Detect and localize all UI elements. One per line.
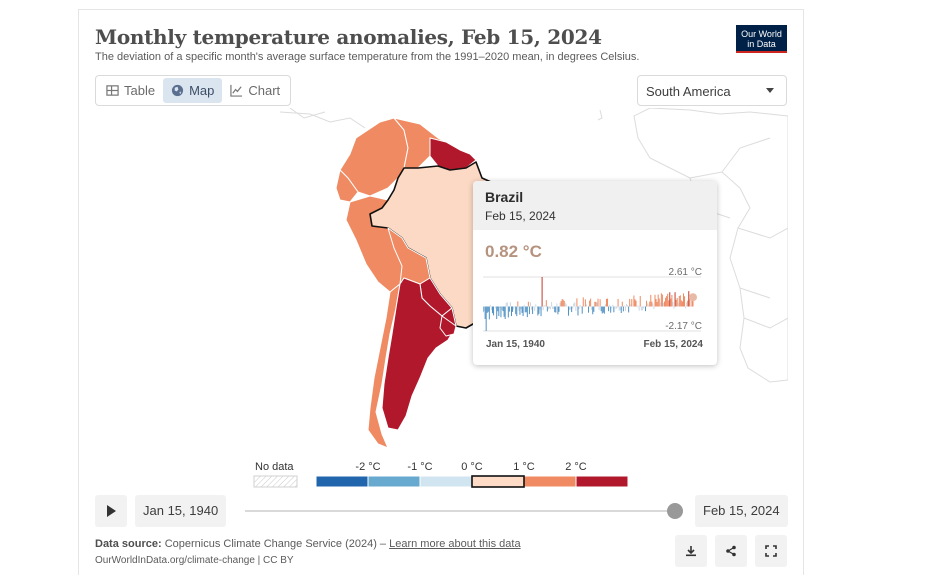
- logo-line-2: in Data: [747, 39, 776, 49]
- legend-tick-label: -1 °C: [407, 461, 432, 473]
- source-text: Copernicus Climate Change Service (2024)…: [164, 538, 387, 550]
- legend-tick-label: 1 °C: [513, 461, 535, 473]
- country-uruguay[interactable]: [439, 315, 457, 337]
- tooltip-date: Feb 15, 2024: [485, 209, 556, 223]
- fullscreen-button[interactable]: [755, 535, 787, 567]
- tooltip-header: Brazil Feb 15, 2024: [473, 181, 717, 230]
- legend-tick-label: 0 °C: [461, 461, 483, 473]
- country-tooltip: Brazil Feb 15, 2024 0.82 °C 2.61 °C -2.1…: [473, 181, 717, 365]
- legend-bin[interactable]: [523, 475, 577, 488]
- sparkline-max-label: 2.61 °C: [668, 267, 702, 278]
- learn-more-link[interactable]: Learn more about this data: [389, 538, 521, 550]
- tab-map[interactable]: Map: [163, 78, 223, 103]
- sparkline-current-point: [689, 293, 697, 302]
- source-prefix: Data source:: [95, 538, 162, 550]
- view-tabs: Table Map Chart: [95, 75, 292, 106]
- tab-map-label: Map: [189, 83, 215, 98]
- sparkline-end-label: Feb 15, 2024: [643, 339, 703, 350]
- legend-no-data-label: No data: [255, 461, 294, 473]
- legend-tick-label: -2 °C: [355, 461, 380, 473]
- source-url: OurWorldInData.org/climate-change | CC B…: [95, 555, 294, 566]
- chevron-down-icon: [766, 88, 774, 93]
- fullscreen-icon: [765, 545, 777, 557]
- legend-tick-label: 2 °C: [565, 461, 587, 473]
- country-venezuela[interactable]: [393, 117, 447, 169]
- legend-bin[interactable]: [367, 475, 421, 488]
- share-button[interactable]: [715, 535, 747, 567]
- legend-no-data-swatch: [253, 475, 298, 488]
- share-icon: [726, 545, 736, 557]
- tab-table[interactable]: Table: [98, 78, 163, 103]
- sparkline: [483, 276, 701, 332]
- country-argentina[interactable]: [381, 277, 457, 431]
- tooltip-value: 0.82 °C: [485, 242, 542, 261]
- sparkline-start-label: Jan 15, 1940: [486, 339, 545, 350]
- legend-bin[interactable]: [419, 475, 473, 488]
- timeline-start-button[interactable]: Jan 15, 1940: [135, 495, 227, 527]
- logo-line-1: Our World: [741, 29, 782, 39]
- owid-logo[interactable]: Our World in Data: [736, 25, 787, 53]
- legend-bin-highlight: [471, 475, 525, 488]
- color-legend: No data -2 °C -1 °C 0 °C 1 °C 2 °C: [253, 461, 629, 488]
- chart-title: Monthly temperature anomalies, Feb 15, 2…: [95, 25, 602, 49]
- tab-chart[interactable]: Chart: [222, 78, 288, 103]
- play-button[interactable]: [95, 495, 127, 527]
- download-icon: [686, 546, 696, 557]
- region-select-value: South America: [646, 84, 731, 99]
- timeline-end-button[interactable]: Feb 15, 2024: [695, 495, 788, 527]
- table-icon: [106, 85, 119, 96]
- chart-subtitle: The deviation of a specific month's aver…: [95, 51, 640, 63]
- timeline-slider[interactable]: [245, 510, 675, 512]
- country-chile[interactable]: [367, 283, 401, 449]
- region-select[interactable]: South America: [637, 75, 787, 106]
- legend-bin[interactable]: [315, 475, 369, 488]
- tab-table-label: Table: [124, 83, 156, 98]
- tab-chart-label: Chart: [248, 83, 281, 98]
- line-chart-icon: [230, 84, 243, 97]
- tooltip-country: Brazil: [485, 189, 524, 205]
- timeline-handle[interactable]: [667, 503, 683, 519]
- download-button[interactable]: [675, 535, 707, 567]
- globe-icon: [172, 84, 184, 97]
- legend-bin[interactable]: [471, 475, 525, 488]
- legend-bin[interactable]: [575, 475, 629, 488]
- data-source: Data source: Copernicus Climate Change S…: [95, 538, 521, 550]
- sparkline-min-label: -2.17 °C: [665, 321, 702, 332]
- country-guianas[interactable]: [429, 137, 477, 171]
